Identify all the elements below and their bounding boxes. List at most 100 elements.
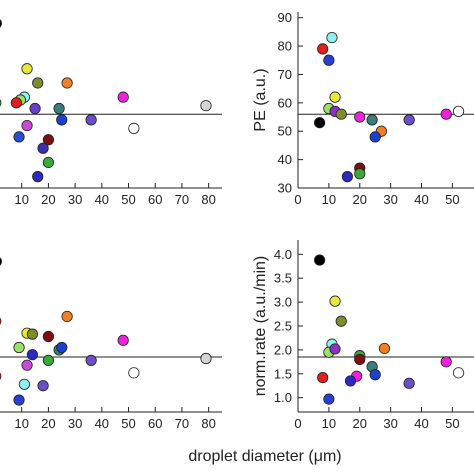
data-point: [42, 330, 55, 343]
x-tick-label: 10: [322, 416, 336, 431]
y-tick-label: 3.5: [274, 271, 292, 286]
data-point: [13, 341, 25, 354]
data-point: [26, 349, 38, 361]
data-point: [61, 310, 73, 323]
panel-bottom-right: 01020304050601.01.52.02.53.03.54.0norm.r…: [252, 240, 474, 431]
data-point: [37, 380, 49, 392]
data-point: [56, 341, 68, 354]
panel-top-left: 10 20 30 40 50 60 70 80: [0, 19, 222, 207]
data-point: [326, 31, 338, 44]
data-point: [403, 114, 415, 126]
data-point: [440, 356, 452, 368]
data-point: [32, 171, 44, 183]
figure-x-axis-title: droplet diameter (μm): [188, 448, 341, 465]
data-point: [200, 352, 212, 365]
data-point: [21, 119, 33, 132]
data-point: [128, 122, 140, 134]
y-tick-label: 80: [278, 39, 292, 54]
x-tick-label: 60: [148, 192, 162, 207]
y-tick-label: 50: [278, 124, 292, 139]
y-tick-label: 4.0: [274, 247, 292, 262]
y-tick-label: 30: [278, 181, 292, 196]
data-point: [0, 19, 2, 28]
data-point: [335, 315, 347, 327]
data-point: [29, 102, 41, 115]
data-point: [117, 91, 129, 103]
data-point: [26, 328, 38, 340]
x-tick-label: 0: [294, 416, 301, 431]
data-point: [403, 377, 415, 389]
data-point: [85, 114, 97, 126]
data-point: [440, 108, 452, 120]
data-point: [323, 393, 335, 405]
y-tick-label: 3.0: [274, 295, 292, 310]
y-tick-label: 2.0: [274, 342, 292, 357]
x-tick-label: 40: [414, 416, 428, 431]
data-point: [317, 371, 329, 384]
data-point: [53, 102, 65, 115]
y-tick-label: 1.5: [274, 366, 292, 381]
x-tick-label: 10: [322, 192, 336, 207]
x-tick-label: 20: [353, 416, 367, 431]
data-point: [37, 142, 49, 154]
x-tick-label: 40: [414, 192, 428, 207]
data-point: [314, 117, 326, 129]
y-tick-label: 90: [278, 10, 292, 25]
x-tick-label: 50: [445, 416, 459, 431]
data-point: [354, 168, 366, 180]
data-point: [13, 394, 25, 406]
x-tick-label: 60: [148, 416, 162, 431]
data-point: [13, 131, 25, 143]
data-point: [354, 353, 366, 366]
data-point: [42, 134, 55, 146]
data-point: [128, 367, 140, 379]
data-point: [0, 372, 2, 380]
x-tick-label: 20: [353, 192, 367, 207]
y-tick-label: 2.5: [274, 319, 292, 334]
data-point: [344, 375, 357, 387]
data-point: [335, 108, 347, 120]
data-point: [452, 105, 465, 117]
data-point: [42, 354, 55, 366]
data-point: [61, 77, 73, 89]
y-axis-title: norm.rate (a.u./min): [252, 256, 269, 396]
x-tick-label: 80: [201, 416, 215, 431]
x-tick-label: 40: [95, 416, 109, 431]
panel-bottom-left: 10 20 30 40 50 60 70 80: [0, 257, 222, 431]
x-tick-label: 20: [41, 192, 55, 207]
data-point: [117, 334, 129, 346]
data-point: [329, 295, 341, 307]
x-tick-label: 70: [175, 416, 189, 431]
x-tick-label: 50: [445, 192, 459, 207]
data-point: [369, 131, 381, 143]
x-tick-label: 0: [294, 192, 301, 207]
data-point: [452, 367, 465, 379]
y-axis-title: PE (a.u.): [252, 68, 269, 131]
y-tick-label: 40: [278, 152, 292, 167]
data-point: [18, 378, 30, 390]
x-tick-label: 20: [41, 416, 55, 431]
x-tick-label: 30: [68, 416, 82, 431]
x-tick-label: 10: [14, 192, 28, 207]
data-point: [21, 359, 33, 371]
data-point: [314, 254, 326, 266]
data-point: [0, 257, 2, 266]
data-point: [10, 97, 22, 109]
x-tick-label: 30: [383, 416, 397, 431]
y-tick-label: 70: [278, 67, 292, 82]
y-tick-label: 60: [278, 95, 292, 110]
x-tick-label: 80: [201, 192, 215, 207]
x-tick-label: 50: [121, 192, 135, 207]
data-point: [32, 77, 44, 89]
x-tick-label: 40: [95, 192, 109, 207]
data-point: [323, 54, 335, 66]
data-point: [378, 342, 391, 355]
data-point: [317, 43, 329, 55]
data-point: [369, 369, 381, 381]
x-tick-label: 70: [175, 192, 189, 207]
data-point: [341, 171, 354, 183]
x-tick-label: 50: [121, 416, 135, 431]
data-point: [0, 317, 2, 325]
x-tick-label: 10: [14, 416, 28, 431]
